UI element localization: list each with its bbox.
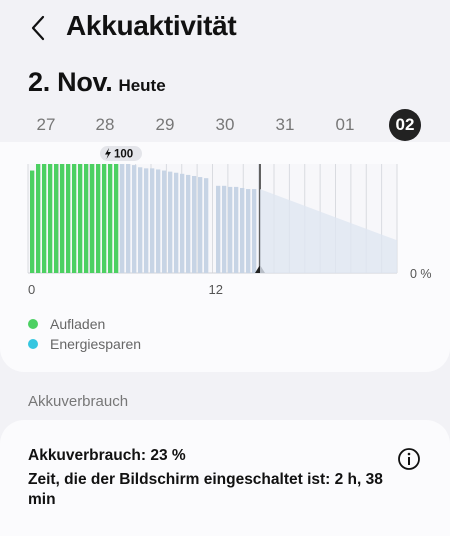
bar-usage [252,189,257,273]
bar-usage [156,169,161,273]
header: Akkuaktivität [0,0,450,56]
info-icon [398,448,420,470]
day-30[interactable]: 30 [215,115,235,134]
day-02-selected[interactable]: 02 [389,109,421,141]
screen-on-time: Zeit, die der Bildschirm eingeschaltet i… [28,471,383,488]
bar-usage [228,186,233,273]
battery-chart: 100 0 12 0 % [27,146,432,297]
bar-usage [186,174,191,273]
day-31[interactable]: 31 [275,115,295,134]
bar-usage [120,164,125,273]
x-tick-label: 0 [28,282,35,297]
bar-charging [114,164,119,273]
day-27[interactable]: 27 [36,115,56,134]
bar-charging [54,164,59,273]
bar-usage [222,185,227,273]
day-01[interactable]: 01 [335,115,355,134]
section-label: Akkuverbrauch [28,393,129,410]
date-sub: Heute [118,76,166,95]
projection-area [260,189,397,273]
legend-item-power-saving: Energiesparen [28,334,141,354]
legend-label: Energiesparen [50,336,142,352]
bar-charging [48,164,53,273]
bar-usage [138,167,143,273]
usage-percent: Akkuverbrauch: 23 % [28,447,186,464]
bolt-icon [105,148,111,159]
bar-charging [30,170,35,273]
day-29[interactable]: 29 [155,115,175,134]
charge-badge [100,146,142,161]
bar-charging [102,164,107,273]
bar-usage [204,178,209,273]
bar-charging [72,164,77,273]
bar-usage [150,168,155,273]
legend-label: Aufladen [50,316,106,332]
bar-usage [132,165,137,273]
bar-usage [246,189,251,273]
bar-charging [60,164,65,273]
bar-charging [84,164,89,273]
x-tick-label: 12 [209,282,223,297]
back-button[interactable] [22,12,54,44]
date-main: 2. Nov. [28,67,113,97]
bar-usage [168,171,173,273]
charge-badge-label: 100 [114,149,133,161]
info-button[interactable] [397,447,421,471]
legend-dot-power-saving [28,339,38,349]
bar-usage [240,187,245,273]
bar-usage [126,164,131,273]
bar-charging [78,164,83,273]
bar-usage [198,177,203,273]
bar-charging [90,164,95,273]
bar-usage [192,175,197,273]
bar-charging [36,164,41,273]
day-28[interactable]: 28 [95,115,115,134]
bar-usage [234,186,239,273]
date-heading: 2. Nov. Heute [28,67,166,98]
bar-charging [66,164,71,273]
legend-item-charging: Aufladen [28,314,141,334]
bar-charging [96,164,101,273]
bar-usage [144,168,149,273]
bar-charging [42,164,47,273]
bar-usage [180,173,185,273]
usage-card: Akkuverbrauch: 23 % Zeit, die der Bildsc… [0,420,450,536]
day-selector: 27 28 29 30 31 01 02 [0,108,450,142]
chart-legend: Aufladen Energiesparen [28,314,141,354]
battery-chart-card: 100 0 12 0 % Aufladen Energiesparen [0,142,450,372]
legend-dot-charging [28,319,38,329]
bar-usage [162,170,167,273]
y-axis-label: 0 % [410,267,432,281]
bar-usage [216,185,221,273]
page-title: Akkuaktivität [66,10,237,41]
bar-usage [174,172,179,273]
chevron-left-icon [31,15,45,41]
screen-on-time-cont: min [28,491,56,508]
bar-charging [108,164,113,273]
